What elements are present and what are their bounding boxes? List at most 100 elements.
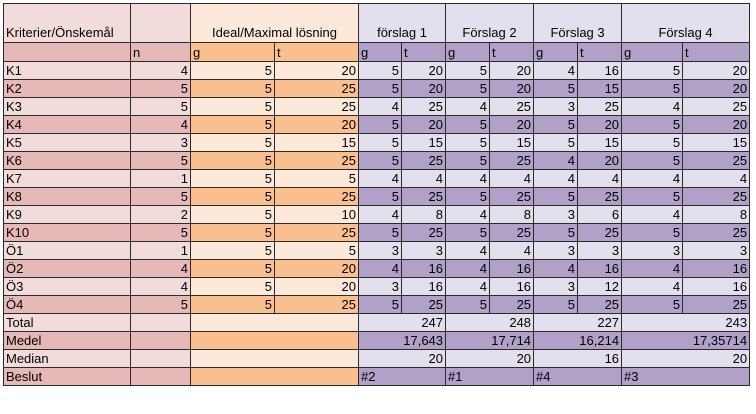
proposal-3-g-cell[interactable]: 5 [533,133,579,152]
proposal-1-g-cell[interactable]: 4 [358,97,403,116]
proposal-1-g-cell[interactable]: 5 [358,61,403,80]
proposal-3-g-cell[interactable]: 5 [533,187,579,206]
weight-cell[interactable]: 5 [130,151,191,170]
proposal-4-g-cell[interactable]: 5 [621,187,684,206]
medel-proposal-3-cell[interactable]: 16,214 [533,331,623,350]
proposal-4-t-cell[interactable]: 25 [682,187,751,206]
ideal-t-cell[interactable]: 25 [273,223,360,242]
beslut-proposal-3-cell[interactable]: #4 [533,367,623,386]
proposal-1-t-cell[interactable]: 4 [401,169,447,188]
proposal-1-t-cell[interactable]: 25 [401,295,447,314]
ideal-t-cell[interactable]: 25 [273,79,360,98]
proposal-2-t-cell[interactable]: 15 [489,133,535,152]
proposal-2-t-cell[interactable]: 16 [489,259,535,278]
proposal-2-g-cell[interactable]: 5 [445,187,491,206]
ideal-g-cell[interactable]: 5 [190,169,275,188]
proposal-1-t-cell[interactable]: 25 [401,223,447,242]
weight-cell[interactable]: 1 [130,241,191,260]
proposal-3-g-cell[interactable]: 3 [533,277,579,296]
ideal-g-cell[interactable]: 5 [190,277,275,296]
proposal-4-g-cell[interactable]: 4 [621,205,684,224]
weight-cell[interactable]: 5 [130,97,191,116]
ideal-t-cell[interactable]: 25 [273,187,360,206]
weight-cell[interactable]: 4 [130,115,191,134]
proposal-3-t-cell[interactable]: 16 [577,259,623,278]
proposal-3-g-cell[interactable]: 5 [533,223,579,242]
proposal-1-g-cell[interactable]: 4 [358,205,403,224]
proposal-4-t-cell[interactable]: 25 [682,151,751,170]
medel-ideal-blank[interactable] [189,331,360,350]
criterion-cell[interactable]: K7 [3,169,131,188]
proposal-4-t-cell[interactable]: 20 [682,61,751,80]
proposal-3-g-cell[interactable]: 4 [533,259,579,278]
proposal-4-t-cell[interactable]: 16 [682,259,751,278]
proposal-2-t-cell[interactable]: 20 [489,79,535,98]
proposal-4-g-cell[interactable]: 5 [621,223,684,242]
median-proposal-1-cell[interactable]: 20 [358,349,447,368]
ideal-t-cell[interactable]: 20 [273,115,360,134]
proposal-3-g-cell[interactable]: 3 [533,241,579,260]
proposal-1-g-cell[interactable]: 5 [358,295,403,314]
proposal-4-g-cell[interactable]: 5 [621,79,684,98]
proposal-2-t-cell[interactable]: 25 [489,187,535,206]
proposal-1-g-cell[interactable]: 4 [358,259,403,278]
proposal-1-g-cell[interactable]: 5 [358,151,403,170]
proposal-2-g-cell[interactable]: 4 [445,169,491,188]
proposal-1-g-cell[interactable]: 3 [358,241,403,260]
proposal-4-t-cell[interactable]: 4 [682,169,751,188]
beslut-ideal-blank[interactable] [189,367,360,386]
ideal-g-cell[interactable]: 5 [190,241,275,260]
weight-cell[interactable]: 3 [130,133,191,152]
proposal-2-t-cell[interactable]: 25 [489,151,535,170]
proposal-4-t-cell[interactable]: 25 [682,295,751,314]
proposal-1-t-cell[interactable]: 20 [401,79,447,98]
proposal-3-t-cell[interactable]: 4 [577,169,623,188]
proposal-4-t-cell[interactable]: 20 [682,79,751,98]
weight-cell[interactable]: 5 [130,79,191,98]
proposal-2-t-cell[interactable]: 20 [489,61,535,80]
medel-weight-blank[interactable] [130,331,191,350]
proposal-1-g-cell[interactable]: 5 [358,223,403,242]
criterion-cell[interactable]: K6 [3,151,131,170]
criterion-cell[interactable]: K1 [3,61,131,80]
proposal-2-t-cell[interactable]: 4 [489,169,535,188]
criterion-cell[interactable]: K8 [3,187,131,206]
criterion-cell[interactable]: K2 [3,79,131,98]
proposal-2-g-cell[interactable]: 5 [445,61,491,80]
proposal-2-g-cell[interactable]: 4 [445,241,491,260]
proposal-1-t-cell[interactable]: 15 [401,133,447,152]
median-proposal-4-cell[interactable]: 20 [621,349,751,368]
proposal-3-t-cell[interactable]: 16 [577,61,623,80]
ideal-t-cell[interactable]: 15 [273,133,360,152]
ideal-t-cell[interactable]: 25 [273,151,360,170]
proposal-1-g-cell[interactable]: 5 [358,187,403,206]
proposal-2-t-cell[interactable]: 20 [489,115,535,134]
proposal-2-t-cell[interactable]: 25 [489,97,535,116]
proposal-1-g-cell[interactable]: 4 [358,169,403,188]
ideal-g-cell[interactable]: 5 [190,115,275,134]
proposal-3-t-cell[interactable]: 25 [577,223,623,242]
proposal-1-g-cell[interactable]: 5 [358,133,403,152]
weight-cell[interactable]: 5 [130,223,191,242]
weight-cell[interactable]: 4 [130,259,191,278]
beslut-proposal-1-cell[interactable]: #2 [358,367,447,386]
ideal-g-cell[interactable]: 5 [190,61,275,80]
proposal-3-t-cell[interactable]: 25 [577,97,623,116]
proposal-1-g-cell[interactable]: 3 [358,277,403,296]
proposal-3-g-cell[interactable]: 5 [533,115,579,134]
proposal-3-g-cell[interactable]: 5 [533,295,579,314]
ideal-t-cell[interactable]: 5 [273,241,360,260]
proposal-1-t-cell[interactable]: 16 [401,277,447,296]
proposal-1-t-cell[interactable]: 20 [401,115,447,134]
proposal-1-g-cell[interactable]: 5 [358,79,403,98]
medel-proposal-4-cell[interactable]: 17,35714 [621,331,751,350]
proposal-3-g-cell[interactable]: 5 [533,79,579,98]
proposal-3-t-cell[interactable]: 3 [577,241,623,260]
proposal-1-t-cell[interactable]: 25 [401,187,447,206]
proposal-4-t-cell[interactable]: 16 [682,277,751,296]
proposal-2-g-cell[interactable]: 4 [445,97,491,116]
proposal-4-t-cell[interactable]: 25 [682,97,751,116]
ideal-g-cell[interactable]: 5 [190,223,275,242]
ideal-g-cell[interactable]: 5 [190,295,275,314]
proposal-3-g-cell[interactable]: 3 [533,97,579,116]
